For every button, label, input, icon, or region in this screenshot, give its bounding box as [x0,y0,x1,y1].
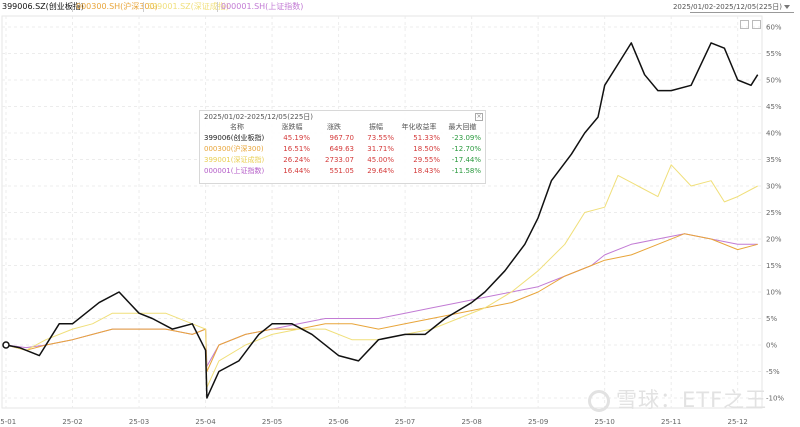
legend-separator [217,2,218,12]
range-underline [690,12,794,13]
cell-change: 551.05 [329,166,355,175]
table-row[interactable]: 399006(创业板指) 45.19% 967.70 73.55% 51.33% -23.… [202,132,483,143]
x-tick-label: 25-07 [395,418,415,426]
series-lines [2,42,759,399]
date-range-selector[interactable]: 2025/01/02-2025/12/05(225日) [672,3,782,11]
y-tick-label: 15% [766,262,782,270]
y-tick-label: 40% [766,130,782,138]
table-row[interactable]: 000001(上证指数) 16.44% 551.05 29.64% 18.43% -11.… [202,165,483,176]
series-line-2 [5,164,758,388]
x-tick-label: 25-09 [528,418,548,426]
y-tick-label: 35% [766,156,782,164]
legend-item-399001[interactable]: 399001.SZ(深证成指) [147,2,229,11]
cell-change: 967.70 [329,133,355,142]
legend-item-000300[interactable]: 000300.SH(沪深300) [76,2,158,11]
y-tick-label: -5% [766,368,780,376]
cell-change-pct: 16.44% [283,166,310,175]
x-axis-ticks: 25-01 25-02 25-03 25-04 25-05 25-06 25-07 25-08… [0,418,748,426]
grid [1,15,763,409]
xueqiu-logo-icon [588,390,610,412]
cell-drawdown: -12.70% [451,144,481,153]
column-header: 最大回撤 [448,123,477,131]
y-tick-label: 30% [766,183,782,191]
series-line-1 [5,233,758,372]
column-header: 振幅 [369,123,383,131]
stats-table-body: 399006(创业板指) 45.19% 967.70 73.55% 51.33% -23.… [202,132,483,176]
watermark: 雪球：ETF之王 [588,385,767,415]
stats-table: 名称 涨跌幅 涨跌 振幅 年化收益率 最大回撤 399006(创业板指) 45.1… [202,122,483,176]
x-tick-label: 25-06 [328,418,349,426]
cell-annual: 29.55% [413,155,440,164]
x-tick-label: 25-08 [461,418,481,426]
y-axis-ticks: 60% 55% 50% 45% 40% 35% 30% 25% 20% 15% 10% 5% 0% -5%… [766,24,784,403]
cell-change-pct: 26.24% [283,155,310,164]
y-tick-label: 60% [766,24,782,32]
table-header-row: 名称 涨跌幅 涨跌 振幅 年化收益率 最大回撤 [202,122,483,132]
x-tick-label: 25-10 [594,418,614,426]
cell-drawdown: -11.58% [451,166,481,175]
cell-annual: 51.33% [413,133,440,142]
cell-annual: 18.50% [413,144,440,153]
table-row[interactable]: 000300(沪深300) 16.51% 649.63 31.71% 18.50% -12… [202,143,483,154]
row-name: 000001(上证指数) [204,166,265,175]
cell-change-pct: 45.19% [283,133,310,142]
y-tick-label: 0% [766,342,777,350]
cell-annual: 18.43% [413,166,440,175]
row-name: 000300(沪深300) [204,144,264,153]
cell-change: 649.63 [329,144,355,153]
legend-separator [72,2,73,12]
column-header: 名称 [230,123,244,131]
y-tick-label: 5% [766,315,777,323]
chart-control-button[interactable] [740,20,749,29]
legend-item-399006[interactable]: 399006.SZ(创业板指) [2,2,84,11]
column-header: 涨跌 [327,123,341,131]
column-header: 年化收益率 [401,123,437,131]
legend-item-000001[interactable]: 000001.SH(上证指数) [221,2,304,11]
watermark-text: 雪球：ETF之王 [616,388,768,412]
table-row[interactable]: 399001(深证成指) 26.24% 2733.07 45.00% 29.55% -17… [202,154,483,165]
x-tick-label: 25-12 [728,418,748,426]
chart-control-button[interactable] [752,20,761,29]
row-name: 399001(深证成指) [204,155,265,164]
cell-change-pct: 16.51% [283,144,310,153]
column-header: 涨跌幅 [281,123,303,131]
legend-bar: 399006.SZ(创业板指) 000300.SH(沪深300) 399001.… [0,0,800,14]
series-line-3 [5,233,758,367]
close-icon[interactable]: × [475,113,483,121]
cell-amplitude: 31.71% [367,144,394,153]
cell-drawdown: -17.44% [451,155,481,164]
x-tick-label: 25-11 [661,418,681,426]
start-marker [2,341,10,349]
y-tick-label: 45% [766,103,782,111]
x-tick-label: 25-03 [129,418,149,426]
y-tick-label: 55% [766,50,782,58]
y-tick-label: 50% [766,77,782,85]
y-tick-label: 25% [766,209,782,217]
y-tick-label: -10% [766,395,784,403]
x-tick-label: 25-05 [262,418,282,426]
x-tick-label: 25-02 [62,418,82,426]
x-tick-label: 25-04 [195,418,216,426]
row-name: 399006(创业板指) [204,133,265,142]
cell-amplitude: 73.55% [367,133,394,142]
y-tick-label: 20% [766,236,782,244]
cell-drawdown: -23.09% [451,133,481,142]
cell-amplitude: 29.64% [367,166,394,175]
cell-amplitude: 45.00% [367,155,394,164]
y-tick-label: 10% [766,289,782,297]
chevron-down-icon[interactable] [784,5,790,9]
series-line-0 [5,42,759,399]
stats-table-panel: 2025/01/02-2025/12/05(225日) × 名称 涨跌幅 涨跌 … [199,110,486,184]
stats-table-title: 2025/01/02-2025/12/05(225日) [204,113,314,121]
x-tick-label: 25-01 [0,418,16,426]
legend-separator [143,2,144,12]
cell-change: 2733.07 [325,155,354,164]
